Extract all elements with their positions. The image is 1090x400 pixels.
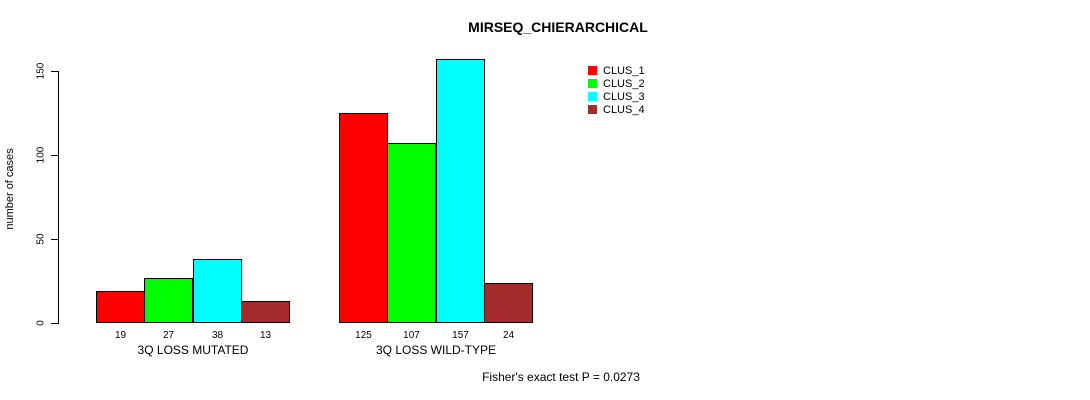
bar-clus_3-group1	[193, 259, 242, 323]
bar-clus_4-group2	[484, 283, 533, 323]
bar-value-label: 24	[502, 330, 515, 341]
x-category-label: 3Q LOSS WILD-TYPE	[375, 343, 497, 357]
bar-value-label: 38	[211, 330, 224, 341]
legend-color-swatch-icon	[588, 92, 597, 101]
bar-value-label: 107	[403, 330, 420, 341]
legend-item: CLUS_1	[588, 64, 645, 77]
x-category-label: 3Q LOSS MUTATED	[137, 343, 249, 357]
y-tick	[51, 155, 58, 156]
bar-value-label: 157	[452, 330, 469, 341]
y-tick-label: 100	[35, 146, 47, 164]
legend-label: CLUS_1	[603, 64, 645, 77]
bar-clus_2-group1	[144, 278, 193, 323]
annotation-pvalue: Fisher's exact test P = 0.0273	[482, 370, 640, 384]
y-tick	[51, 323, 58, 324]
y-tick-label: 0	[35, 320, 47, 326]
legend-color-swatch-icon	[588, 79, 597, 88]
y-tick	[51, 239, 58, 240]
bar-value-label: 27	[162, 330, 175, 341]
bar-clus_1-group1	[96, 291, 145, 323]
bar-clus_2-group2	[387, 143, 436, 323]
bar-value-label: 13	[259, 330, 272, 341]
bar-clus_3-group2	[436, 59, 485, 323]
y-tick-label: 50	[35, 233, 47, 245]
legend-item: CLUS_2	[588, 77, 645, 90]
legend-label: CLUS_4	[603, 103, 645, 116]
legend: CLUS_1 CLUS_2 CLUS_3 CLUS_4	[588, 65, 645, 117]
bar-clus_4-group1	[241, 301, 290, 323]
bar-value-label: 19	[114, 330, 127, 341]
legend-label: CLUS_2	[603, 77, 645, 90]
y-axis-label: number of cases	[4, 148, 16, 230]
legend-item: CLUS_3	[588, 90, 645, 103]
y-tick-label: 150	[35, 62, 47, 80]
legend-item: CLUS_4	[588, 103, 645, 116]
legend-color-swatch-icon	[588, 66, 597, 75]
legend-color-swatch-icon	[588, 105, 597, 114]
chart-title: MIRSEQ_CHIERARCHICAL	[468, 19, 648, 35]
legend-label: CLUS_3	[603, 90, 645, 103]
bar-clus_1-group2	[339, 113, 388, 323]
bar-value-label: 125	[355, 330, 372, 341]
y-axis-line	[58, 71, 59, 324]
y-tick	[51, 71, 58, 72]
